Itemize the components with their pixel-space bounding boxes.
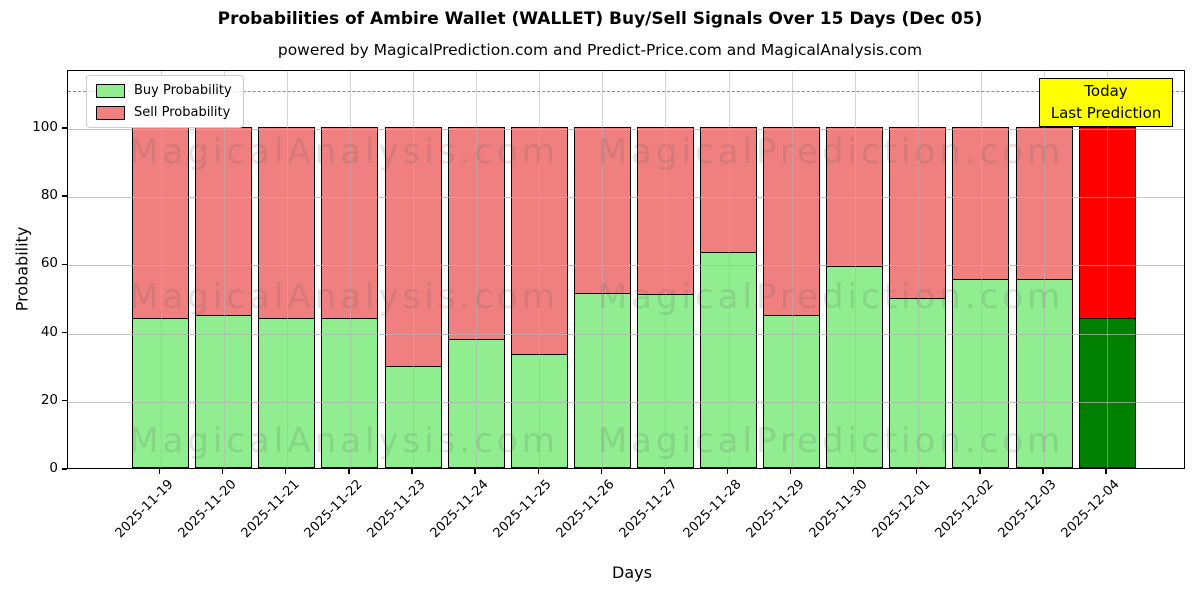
x-tick-label: 2025-12-02 [932,477,997,542]
v-gridline [728,71,730,468]
y-tick-mark [62,400,67,402]
x-tick-mark [158,469,161,474]
v-gridline [854,71,856,468]
y-tick-label: 60 [40,255,58,272]
x-axis-label: Days [612,563,652,582]
watermark: MagicalAnalysis.com [129,132,559,172]
watermark: MagicalPrediction.com [597,132,1065,172]
dashed-threshold-line [68,91,1184,93]
chart-subtitle: powered by MagicalPrediction.com and Pre… [277,41,923,59]
x-tick-mark [979,469,981,474]
x-tick-mark [789,469,792,474]
x-tick-label: 2025-12-04 [1058,477,1123,542]
plot-area [67,70,1185,469]
v-gridline [791,71,793,468]
y-tick-label: 80 [40,187,58,204]
v-gridline [1107,71,1109,468]
x-tick-mark [600,469,602,474]
x-tick-label: 2025-11-29 [743,477,808,542]
y-tick-mark [62,263,67,266]
x-tick-mark [285,469,287,474]
h-gridline [68,333,1184,335]
legend-item-buy: Buy Probability [96,83,232,98]
today-annotation-box: Today Last Prediction [1039,78,1173,127]
x-tick-label: 2025-11-26 [553,477,618,542]
x-tick-label: 2025-11-27 [616,477,681,542]
x-tick-mark [474,469,476,474]
x-tick-mark [663,469,666,474]
v-gridline [980,71,982,468]
v-gridline [539,71,541,468]
y-tick-label: 100 [32,118,58,135]
v-gridline [1044,71,1045,468]
x-tick-mark [537,469,539,474]
watermark: MagicalAnalysis.com [129,421,559,461]
y-tick-label: 0 [49,460,58,476]
v-gridline [413,71,414,468]
h-gridline [68,197,1184,199]
v-gridline [349,71,351,468]
x-tick-mark [348,469,350,474]
y-tick-label: 40 [40,323,58,340]
x-tick-label: 2025-11-25 [490,477,555,542]
sell-color-swatch [96,105,125,120]
y-tick-mark [62,195,67,197]
x-tick-label: 2025-12-01 [869,477,934,542]
x-tick-mark [411,469,413,474]
buy-color-swatch [96,83,125,98]
v-gridline [160,71,162,468]
v-gridline [476,71,478,468]
v-gridline [665,71,667,468]
x-tick-mark [916,469,918,474]
v-gridline [223,71,225,468]
x-tick-mark [1105,469,1107,474]
x-tick-label: 2025-11-23 [364,477,429,542]
x-tick-mark [726,469,729,474]
y-tick-mark [62,468,67,470]
legend-item-sell: Sell Probability [96,105,232,120]
x-tick-label: 2025-11-22 [301,477,366,542]
y-tick-mark [62,331,67,334]
today-line2: Last Prediction [1050,103,1162,122]
x-tick-label: 2025-11-19 [112,477,177,542]
y-tick-mark [62,127,67,129]
x-tick-label: 2025-11-28 [680,477,745,542]
v-gridline [602,71,604,468]
legend-buy-label: Buy Probability [134,83,232,98]
x-tick-label: 2025-11-24 [427,477,492,542]
chart-title: Probabilities of Ambire Wallet (WALLET) … [217,9,983,29]
h-gridline [68,128,1184,130]
x-tick-mark [853,469,855,474]
x-tick-label: 2025-11-30 [806,477,871,542]
watermark: MagicalAnalysis.com [129,277,559,317]
y-tick-label: 20 [40,391,58,408]
legend: Buy Probability Sell Probability [86,75,244,128]
v-gridline [286,71,288,468]
v-gridline [917,71,919,468]
h-gridline [68,401,1184,403]
x-tick-label: 2025-11-20 [175,477,240,542]
h-gridline [68,265,1184,267]
watermark: MagicalPrediction.com [597,421,1065,461]
today-line1: Today [1084,81,1128,100]
legend-sell-label: Sell Probability [134,105,231,120]
x-tick-mark [222,469,224,474]
x-tick-label: 2025-12-03 [995,477,1060,542]
x-tick-mark [1042,469,1044,474]
watermark: MagicalPrediction.com [597,277,1065,317]
x-tick-label: 2025-11-21 [238,477,303,542]
